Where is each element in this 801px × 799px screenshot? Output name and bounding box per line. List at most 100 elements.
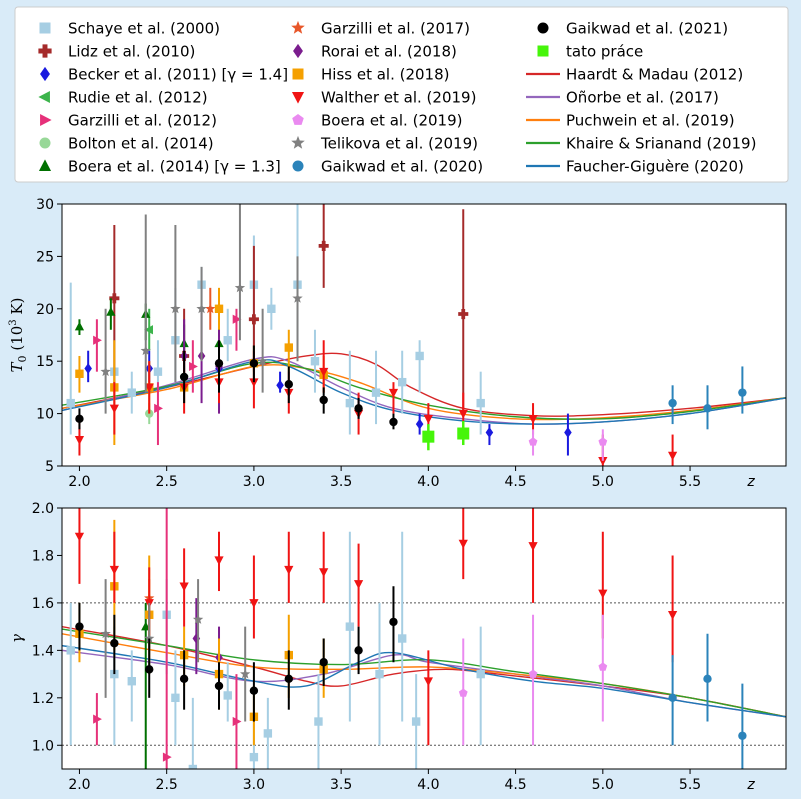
data-point: [145, 665, 154, 674]
y-tick-label: 25: [36, 249, 54, 265]
data-point: [354, 404, 363, 413]
legend-label: Faucher-Giguère (2020): [566, 158, 744, 176]
legend-label: Haardt & Madau (2012): [566, 66, 743, 84]
data-point: [66, 398, 75, 408]
model-curve-o-orbe-et-al-2017: [62, 649, 786, 718]
data-point: [415, 418, 424, 430]
legend-entry-boera-et-al-2014-1-3: Boera et al. (2014) [γ = 1.3]: [38, 158, 281, 176]
data-point: [415, 351, 424, 361]
legend-label: Bolton et al. (2014): [68, 135, 214, 153]
legend-marker-garzilli-et-al-2017: [291, 20, 305, 34]
data-point: [223, 691, 232, 700]
data-point: [154, 403, 163, 413]
legend-label: tato práce: [566, 43, 643, 61]
legend-entry-boera-et-al-2019: Boera et al. (2019): [292, 112, 462, 130]
y-tick-label: 1.6: [32, 596, 54, 612]
data-point: [153, 367, 163, 376]
data-point: [100, 366, 111, 377]
data-point: [223, 336, 232, 345]
legend-label: Gaikwad et al. (2020): [321, 158, 483, 176]
data-point: [74, 532, 85, 542]
data-point: [564, 427, 572, 438]
data-point: [458, 409, 468, 419]
data-point: [276, 379, 284, 391]
data-point: [162, 752, 172, 762]
series-boera-et-al-2019: [528, 429, 608, 461]
data-point: [267, 304, 276, 313]
data-point: [144, 383, 154, 393]
legend-marker-garzilli-et-al-2012: [40, 113, 52, 127]
data-point: [353, 580, 364, 589]
data-point: [528, 437, 538, 446]
data-point: [232, 314, 242, 324]
data-point: [318, 240, 329, 251]
legend-label: Gaikwad et al. (2021): [566, 20, 728, 38]
data-point: [345, 622, 355, 631]
x-tick-label: 4.5: [504, 474, 526, 490]
data-point: [284, 674, 293, 684]
data-point: [234, 282, 246, 293]
data-point: [188, 764, 198, 769]
panel-bottom: 2.0 2.5 3.0 3.5 4.0 4.5 5.0 5.5 z 1.0 1.2 1.4 1.6 1.8…: [8, 501, 787, 793]
data-point: [140, 345, 151, 356]
x-tick-label: 2.0: [68, 474, 90, 490]
y-tick-label: 1.0: [32, 738, 54, 754]
data-point: [232, 716, 242, 727]
y-tick-label: 15: [36, 354, 54, 370]
data-point: [397, 634, 407, 643]
legend-entry-o-orbe-et-al-2017: Oñorbe et al. (2017): [526, 89, 719, 107]
x-tick-label: 5.0: [592, 777, 614, 793]
data-point: [75, 369, 84, 378]
series-boera-et-al-2019: [458, 614, 608, 746]
legend-marker-rorai-et-al-2018: [293, 43, 303, 59]
data-point: [528, 542, 538, 552]
legend: Schaye et al. (2000) Lidz et al. (2010) Be…: [14, 6, 789, 183]
x-tick-label: 5.5: [679, 777, 701, 793]
data-point: [106, 306, 116, 316]
legend-entry-haardt-madau-2012: Haardt & Madau (2012): [526, 66, 743, 84]
data-point: [528, 669, 538, 678]
legend-entry-gaikwad-et-al-2021: Gaikwad et al. (2021): [537, 20, 728, 38]
data-point: [179, 674, 189, 684]
data-point: [284, 565, 294, 575]
data-point: [263, 729, 273, 738]
data-point: [598, 589, 608, 599]
data-point: [411, 717, 421, 726]
data-point: [457, 427, 470, 440]
x-tick-label: 4.0: [417, 474, 439, 490]
plot-area: [62, 204, 786, 466]
y-tick-label: 10: [36, 407, 54, 423]
series-garzilli-et-al-2017: [205, 287, 216, 330]
data-point: [397, 377, 407, 387]
y-tick-label: 20: [36, 302, 54, 318]
y-tick-label: 30: [36, 197, 54, 213]
data-point: [214, 304, 224, 313]
x-tick-label: 2.0: [68, 777, 90, 793]
data-point: [319, 658, 328, 667]
data-point: [738, 731, 747, 740]
x-tick-label: 3.5: [330, 777, 352, 793]
data-point: [319, 367, 329, 377]
data-point: [668, 398, 677, 408]
x-tick-label: 2.5: [156, 474, 178, 490]
legend-entry-faucher-gigu-re-2020: Faucher-Giguère (2020): [526, 158, 744, 176]
y-tick-label: 1.8: [32, 548, 54, 564]
y-axis-label: γ: [8, 634, 26, 643]
data-point: [292, 292, 303, 303]
x-tick-label: 4.5: [504, 777, 526, 793]
data-point: [458, 309, 469, 320]
legend-entry-schaye-et-al-2000: Schaye et al. (2000): [39, 20, 220, 38]
data-point: [74, 436, 85, 445]
data-point: [319, 568, 329, 578]
legend-label: Hiss et al. (2018): [321, 66, 450, 84]
data-point: [109, 293, 120, 304]
x-tick-label: 3.0: [243, 777, 265, 793]
data-point: [310, 357, 320, 366]
legend-marker-walther-et-al-2019: [291, 92, 305, 104]
data-point: [214, 556, 224, 566]
legend-marker-lidz-et-al-2010: [38, 44, 52, 58]
data-point: [249, 686, 259, 695]
data-point: [284, 343, 293, 352]
data-point: [110, 639, 119, 648]
legend-marker-boera-et-al-2019: [292, 113, 304, 125]
